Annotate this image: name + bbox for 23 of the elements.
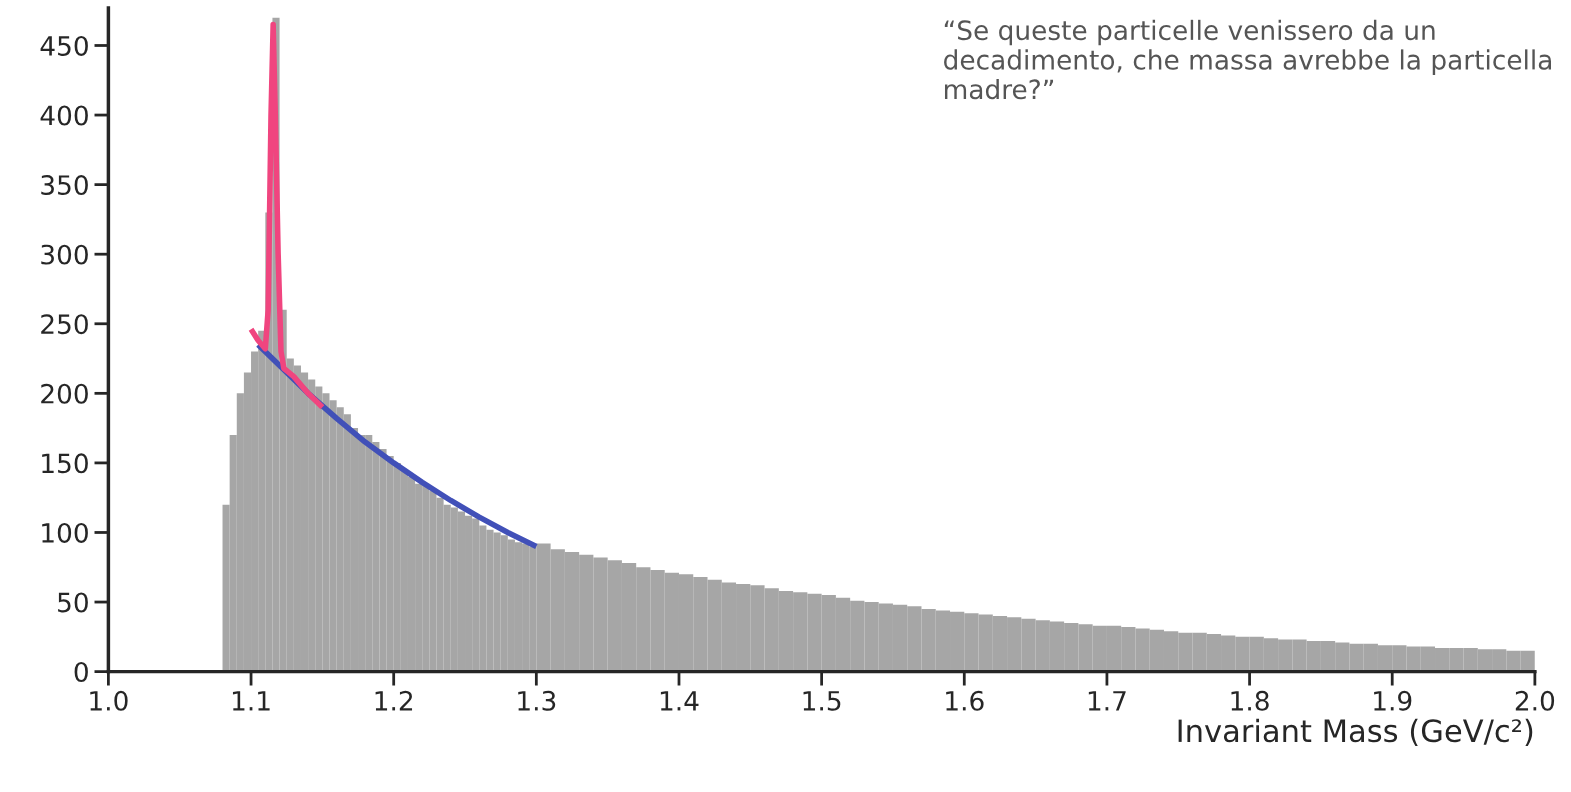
- x-tick-label: 1.3: [518, 690, 556, 711]
- y-tick-label: 50: [58, 592, 88, 613]
- x-tick-label: 1.4: [660, 691, 699, 711]
- x-tick-label: 1.1: [232, 691, 270, 711]
- annotation: “Se queste particelle venissero da un decadimento, che massa avrebbe la particella madre?”: [944, 19, 1551, 100]
- y-tick-label: 250: [41, 314, 88, 335]
- y-tick-label: 450: [40, 35, 88, 56]
- x-tick-label: 1.8: [1231, 690, 1269, 711]
- x-tick-label: 1.0: [90, 690, 128, 711]
- y-tick-label: 150: [42, 453, 88, 474]
- x-tick-label: 1.6: [946, 690, 984, 711]
- x-tick-label: 1.2: [375, 690, 413, 711]
- y-tick-label: 0: [74, 662, 88, 683]
- x-tick-label: 1.7: [1088, 691, 1126, 711]
- x-tick-label: 2.0: [1515, 690, 1555, 711]
- y-tick-label: 350: [41, 175, 88, 196]
- y-tick-label: 200: [41, 383, 88, 404]
- x-tick-label: 1.5: [803, 691, 841, 711]
- x-axis-title: Invariant Mass (GeV/c²): [1178, 718, 1533, 746]
- y-tick-label: 300: [41, 244, 88, 265]
- y-tick-label: 100: [42, 522, 88, 543]
- y-tick-label: 400: [40, 105, 88, 126]
- x-tick-label: 1.9: [1374, 690, 1412, 711]
